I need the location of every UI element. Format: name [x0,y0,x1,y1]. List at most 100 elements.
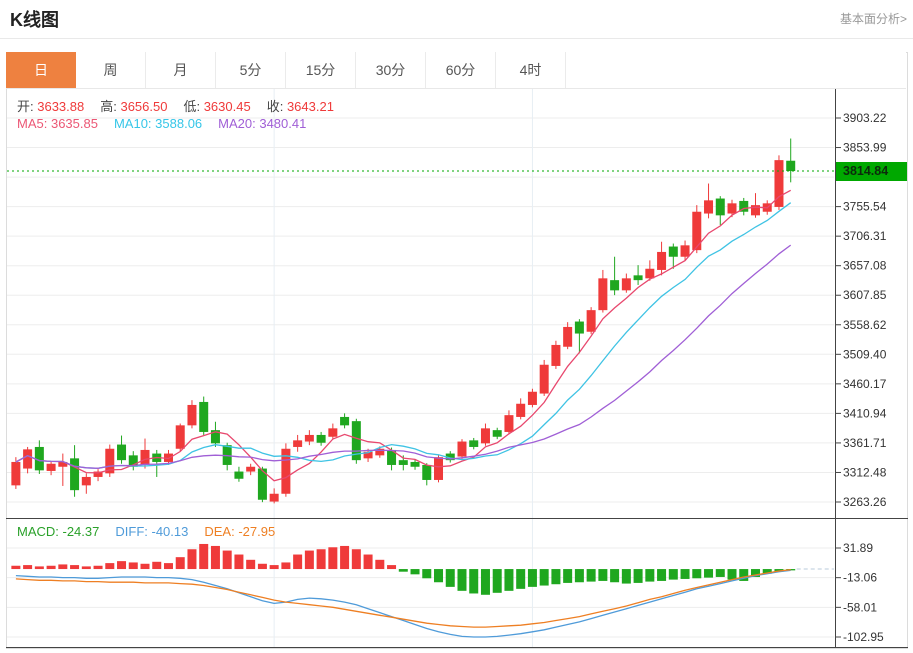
candle-body-up [175,425,185,449]
macd-hist-bar [704,569,714,578]
price-tick-label: 3460.17 [843,377,887,391]
candle-body-down [128,455,138,467]
macd-hist-bar [304,550,314,570]
ma20-line [15,244,792,469]
candle-body-up [774,160,784,207]
macd-readout-row: MACD: -24.37 DIFF: -40.13 DEA: -27.95 [17,524,291,539]
fundamental-analysis-link[interactable]: 基本面分析> [839,12,907,26]
macd-hist-bar [105,563,115,570]
macd-hist-bar [633,569,643,583]
macd-hist-bar [152,561,162,570]
candle-body-down [34,446,44,471]
tab-week[interactable]: 周 [76,52,146,88]
candle-body-up [281,448,291,494]
candle-body-up [504,415,514,432]
dea-line [15,569,791,628]
ohlc-close: 收: 3643.21 [266,99,334,114]
title-divider [0,38,913,39]
candle-body-down [316,434,326,443]
candle-body-down [117,444,127,461]
macd-hist-bar [680,569,690,579]
candle-body-up [187,404,197,426]
macd-hist-bar [363,554,373,570]
tab-4hour[interactable]: 4时 [496,52,566,88]
candle-body-up [457,441,467,457]
macd-hist-bar [657,569,667,581]
candle-body-down [422,464,432,480]
macd-hist-bar [210,545,220,570]
candle-body-up [304,434,314,442]
price-tick-label: 3509.40 [843,347,887,361]
tab-month[interactable]: 月 [146,52,216,88]
macd-hist-bar [574,569,584,583]
candle-body-up [692,211,702,251]
macd-hist-bar [692,569,702,579]
candle-body-down [469,440,479,447]
macd-hist-bar [469,569,479,594]
macd-hist-bar [328,547,338,570]
price-tick-label: 3657.08 [843,259,887,273]
macd-hist-bar [187,549,197,570]
candle-body-up [563,326,573,347]
candle-body-up [539,364,549,394]
macd-hist-bar [645,569,655,582]
macd-hist-bar [398,569,408,572]
macd-hist-bar [46,565,56,570]
candle-body-up [621,278,631,291]
macd-tick-label: -102.95 [843,630,884,644]
candle-body-down [351,421,361,461]
tab-day[interactable]: 日 [6,52,76,88]
tab-30min[interactable]: 30分 [356,52,426,88]
tab-5min[interactable]: 5分 [216,52,286,88]
ma10-readout: MA10: 3588.06 [113,116,203,131]
price-tick-label: 3410.94 [843,406,887,420]
candle-body-up [46,463,56,471]
macd-hist-bar [117,561,127,570]
candle-body-up [527,391,537,405]
macd-hist-bar [610,569,620,583]
candle-body-down [398,460,408,465]
price-tick-label: 3361.71 [843,436,887,450]
macd-hist-bar [445,569,455,587]
macd-hist-bar [140,563,150,570]
page-title: K线图 [10,10,59,30]
dea-readout: DEA: -27.95 [204,524,276,539]
macd-hist-bar [93,565,103,570]
macd-hist-bar [668,569,678,580]
ohlc-low: 低: 3630.45 [183,99,251,114]
macd-hist-bar [387,565,397,570]
price-tick-label: 3263.26 [843,495,887,509]
candle-body-up [434,457,444,480]
price-tick-label: 3853.99 [843,141,887,155]
macd-hist-bar [163,563,173,570]
candle-body-up [140,449,150,465]
candle-body-up [246,466,256,472]
candle-body-up [58,461,68,467]
ohlc-high: 高: 3656.50 [100,99,168,114]
candle-body-down [574,321,584,334]
tab-15min[interactable]: 15分 [286,52,356,88]
candle-body-down [445,453,455,461]
price-tick-label: 3558.62 [843,318,887,332]
current-price-tag: 3814.84 [836,161,907,181]
macd-hist-bar [492,569,502,593]
candle-body-up [81,476,91,486]
candle-body-down [739,200,749,212]
ma10-line [15,202,792,469]
macd-hist-bar [340,545,350,570]
candle-body-up [480,428,490,444]
candle-body-up [269,493,279,502]
macd-hist-bar [434,569,444,583]
candle-body-down [340,416,350,426]
macd-hist-bar [375,559,385,570]
candle-body-up [328,428,338,437]
macd-hist-bar [11,565,21,570]
candle-body-down [257,468,267,500]
candle-body-up [657,251,667,270]
macd-hist-bar [539,569,549,586]
price-tick-label: 3706.31 [843,229,887,243]
macd-hist-bar [410,569,420,575]
candle-body-up [704,200,714,214]
tab-60min[interactable]: 60分 [426,52,496,88]
